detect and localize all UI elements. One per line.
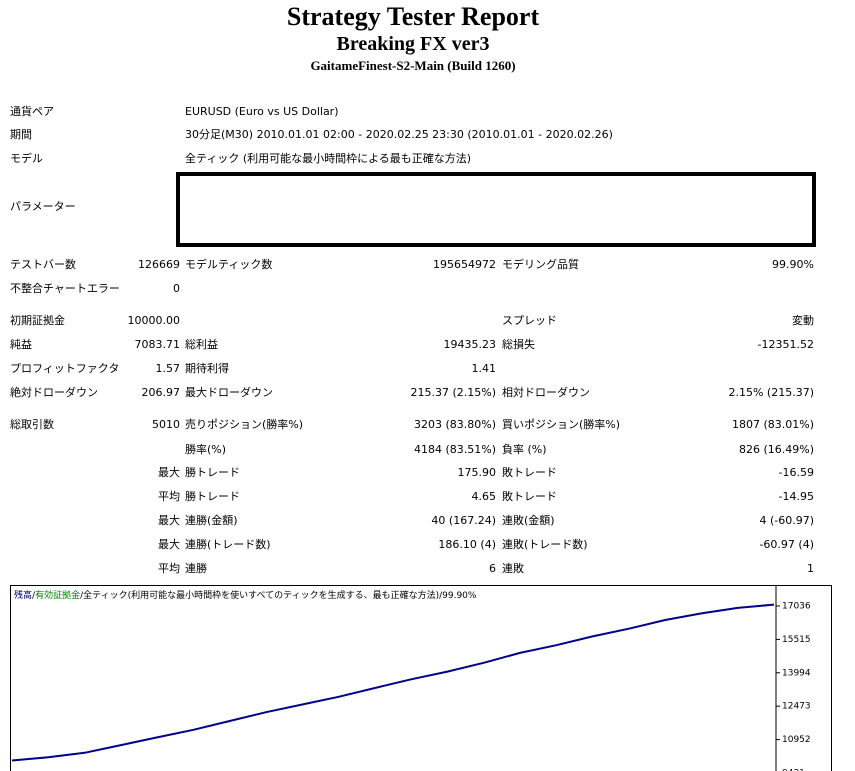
stat-value: 126669 xyxy=(138,258,180,271)
stat-value: 19435.23 xyxy=(443,338,497,351)
stat-label: 売りポジション(勝率%) xyxy=(185,418,304,431)
stat-value: 最大 xyxy=(158,466,180,479)
stat-label: 買いポジション(勝率%) xyxy=(502,418,621,431)
stat-label: 総取引数 xyxy=(10,418,54,431)
stat-value: 4184 (83.51%) xyxy=(413,443,496,456)
stat-label: 連敗 xyxy=(502,562,524,575)
stat-value: 5010 xyxy=(152,418,180,431)
stat-value: 195654972 xyxy=(433,258,496,271)
stat-label: 総損失 xyxy=(502,338,535,351)
stat-value: 175.90 xyxy=(457,466,497,479)
stat-value: -16.59 xyxy=(778,466,814,479)
info-value: EURUSD (Euro vs US Dollar) xyxy=(185,105,339,118)
stat-label: 勝トレード xyxy=(185,490,240,503)
info-label: 期間 xyxy=(10,128,32,141)
info-label: モデル xyxy=(10,152,43,165)
stat-label: 連勝(トレード数) xyxy=(185,538,271,551)
balance-line xyxy=(11,603,775,762)
stat-value: 4.65 xyxy=(471,490,497,503)
y-tick-label: 9431 xyxy=(782,769,805,771)
server: GaitameFinest-S2-Main (Build 1260) xyxy=(310,58,516,73)
stat-label: 初期証拠金 xyxy=(10,314,65,327)
stat-value: -12351.52 xyxy=(757,338,814,351)
stat-value: 変動 xyxy=(792,314,814,327)
quality-text: 99.90% xyxy=(442,591,477,601)
stat-value: 1.57 xyxy=(155,362,181,375)
stat-value: 0 xyxy=(173,282,180,295)
stat-value: 平均 xyxy=(158,490,180,503)
parameters-box xyxy=(176,172,816,247)
stat-label: 連敗(トレード数) xyxy=(502,538,588,551)
stat-label: 連勝(金額) xyxy=(185,514,238,527)
stat-value: 平均 xyxy=(158,562,180,575)
stat-label: 相対ドローダウン xyxy=(502,386,590,399)
stat-label: 総利益 xyxy=(185,338,218,351)
balance-chart: 17036155151399412473109529431残高/有効証拠金/全テ… xyxy=(10,585,832,771)
info-value: 30分足(M30) 2010.01.01 02:00 - 2020.02.25 … xyxy=(185,128,613,141)
stat-label: プロフィットファクタ xyxy=(10,362,120,375)
stat-value: -60.97 (4) xyxy=(759,538,814,551)
stat-value: 6 xyxy=(489,562,496,575)
model-text: 全ティック(利用可能な最小時間枠を使いすべてのティックを生成する、最も正確な方法… xyxy=(83,589,439,601)
info-value: 全ティック (利用可能な最小時間枠による最も正確な方法) xyxy=(185,152,472,165)
stat-label: 敗トレード xyxy=(502,466,557,479)
stat-label: 不整合チャートエラー xyxy=(10,282,120,295)
stat-label: 勝トレード xyxy=(185,466,240,479)
separator: / xyxy=(32,591,36,601)
y-tick-label: 17036 xyxy=(782,601,811,611)
stat-label: 負率 (%) xyxy=(502,443,547,456)
stat-label: スプレッド xyxy=(502,314,557,327)
stat-value: 4 (-60.97) xyxy=(759,514,814,527)
stat-value: 10000.00 xyxy=(127,314,181,327)
stat-value: 最大 xyxy=(158,538,180,551)
stat-value: 99.90% xyxy=(772,258,814,271)
stat-label: モデルティック数 xyxy=(185,258,273,271)
stat-value: 215.37 (2.15%) xyxy=(410,386,496,399)
subtitle: Breaking FX ver3 xyxy=(336,33,490,55)
stat-value: 7083.71 xyxy=(134,338,181,351)
stat-label: 連敗(金額) xyxy=(502,514,555,527)
stat-label: 期待利得 xyxy=(185,362,229,375)
stat-value: 1807 (83.01%) xyxy=(731,418,814,431)
chart-header: 残高/有効証拠金/全ティック(利用可能な最小時間枠を使いすべてのティックを生成す… xyxy=(14,589,477,601)
stat-value: 186.10 (4) xyxy=(438,538,496,551)
legend-entry: 残高 xyxy=(14,589,32,601)
stat-label: 勝率(%) xyxy=(185,443,227,456)
stat-label: 最大ドローダウン xyxy=(185,386,273,399)
stat-value: -14.95 xyxy=(778,490,814,503)
stat-value: 206.97 xyxy=(141,386,181,399)
y-tick-label: 10952 xyxy=(782,735,811,745)
y-tick-label: 12473 xyxy=(782,702,811,712)
stat-value: 3203 (83.80%) xyxy=(413,418,496,431)
stat-value: 2.15% (215.37) xyxy=(728,386,814,399)
info-label: 通貨ペア xyxy=(10,105,54,118)
stat-label: モデリング品質 xyxy=(502,258,579,271)
legend-entry: 有効証拠金 xyxy=(35,589,80,601)
stat-value: 826 (16.49%) xyxy=(738,443,814,456)
stat-value: 1 xyxy=(807,562,814,575)
stat-label: 絶対ドローダウン xyxy=(10,386,98,399)
parameters-label: パラメーター xyxy=(10,200,76,213)
stat-label: 敗トレード xyxy=(502,490,557,503)
y-tick-label: 15515 xyxy=(782,635,811,645)
stat-value: 最大 xyxy=(158,514,180,527)
separator: / xyxy=(80,591,84,601)
stat-value: 1.41 xyxy=(471,362,497,375)
stat-value: 40 (167.24) xyxy=(431,514,496,527)
y-tick-label: 13994 xyxy=(782,668,811,678)
stat-label: テストバー数 xyxy=(10,258,76,271)
stat-label: 連勝 xyxy=(185,562,207,575)
title: Strategy Tester Report xyxy=(286,2,540,31)
stat-label: 純益 xyxy=(10,338,32,351)
separator: / xyxy=(439,591,443,601)
